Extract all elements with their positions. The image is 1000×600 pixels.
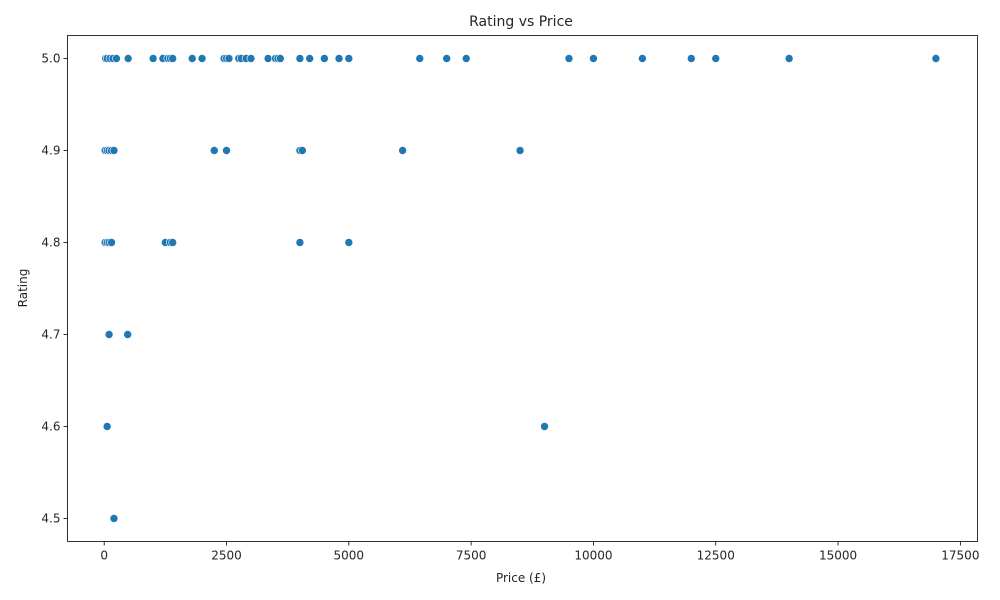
data-point <box>123 54 133 63</box>
data-point <box>344 238 354 247</box>
data-point <box>686 54 696 63</box>
x-tick-label: 7500 <box>456 549 487 563</box>
data-point <box>187 54 197 63</box>
data-point <box>276 54 285 63</box>
data-point <box>638 54 647 63</box>
data-point <box>123 330 132 339</box>
x-tick-label: 2500 <box>211 549 242 563</box>
y-tick-label: 4.7 <box>41 328 60 342</box>
data-point <box>564 54 574 63</box>
data-point <box>784 54 794 63</box>
plot-area <box>67 35 978 542</box>
x-axis: 0 2500 5000 7500 10000 12500 15000 17500 <box>100 541 979 563</box>
chart-title: Rating vs Price <box>469 14 573 30</box>
y-axis: 4.5 4.6 4.7 4.8 4.9 5.0 <box>41 52 68 526</box>
data-point <box>344 54 354 63</box>
x-tick-label: 12500 <box>697 549 735 563</box>
data-point <box>442 54 451 63</box>
data-point <box>305 54 314 63</box>
data-point <box>109 146 119 155</box>
x-tick-label: 17500 <box>941 549 979 563</box>
data-point <box>515 146 525 155</box>
x-tick-label: 15000 <box>819 549 857 563</box>
data-point <box>112 54 121 63</box>
data-point <box>102 422 112 431</box>
data-point <box>109 514 119 523</box>
data-point <box>589 54 598 63</box>
y-tick-label: 4.5 <box>41 512 60 526</box>
data-point <box>197 54 207 63</box>
data-point <box>415 54 425 63</box>
data-point <box>222 146 231 155</box>
y-tick-label: 4.6 <box>41 420 60 434</box>
y-tick-label: 5.0 <box>41 52 60 66</box>
data-point <box>246 54 256 63</box>
data-point <box>298 146 307 155</box>
data-point <box>209 146 219 155</box>
data-point <box>148 54 158 63</box>
data-point <box>168 238 177 247</box>
data-point <box>168 54 177 63</box>
data-points <box>100 54 941 523</box>
x-tick-label: 5000 <box>334 549 365 563</box>
data-point <box>224 54 234 63</box>
data-point <box>540 422 549 431</box>
x-tick-label: 0 <box>100 549 108 563</box>
x-axis-label: Price (£) <box>496 571 546 585</box>
y-tick-label: 4.9 <box>41 144 60 158</box>
data-point <box>711 54 721 63</box>
data-point <box>104 330 114 339</box>
data-point <box>398 146 407 155</box>
data-point <box>931 54 941 63</box>
data-point <box>461 54 471 63</box>
y-axis-label: Rating <box>16 269 30 308</box>
data-point <box>295 238 305 247</box>
data-point <box>295 54 305 63</box>
data-point <box>263 54 273 63</box>
y-tick-label: 4.8 <box>41 236 60 250</box>
data-point <box>107 238 116 247</box>
data-point <box>334 54 344 63</box>
data-point <box>320 54 329 63</box>
x-tick-label: 10000 <box>574 549 612 563</box>
